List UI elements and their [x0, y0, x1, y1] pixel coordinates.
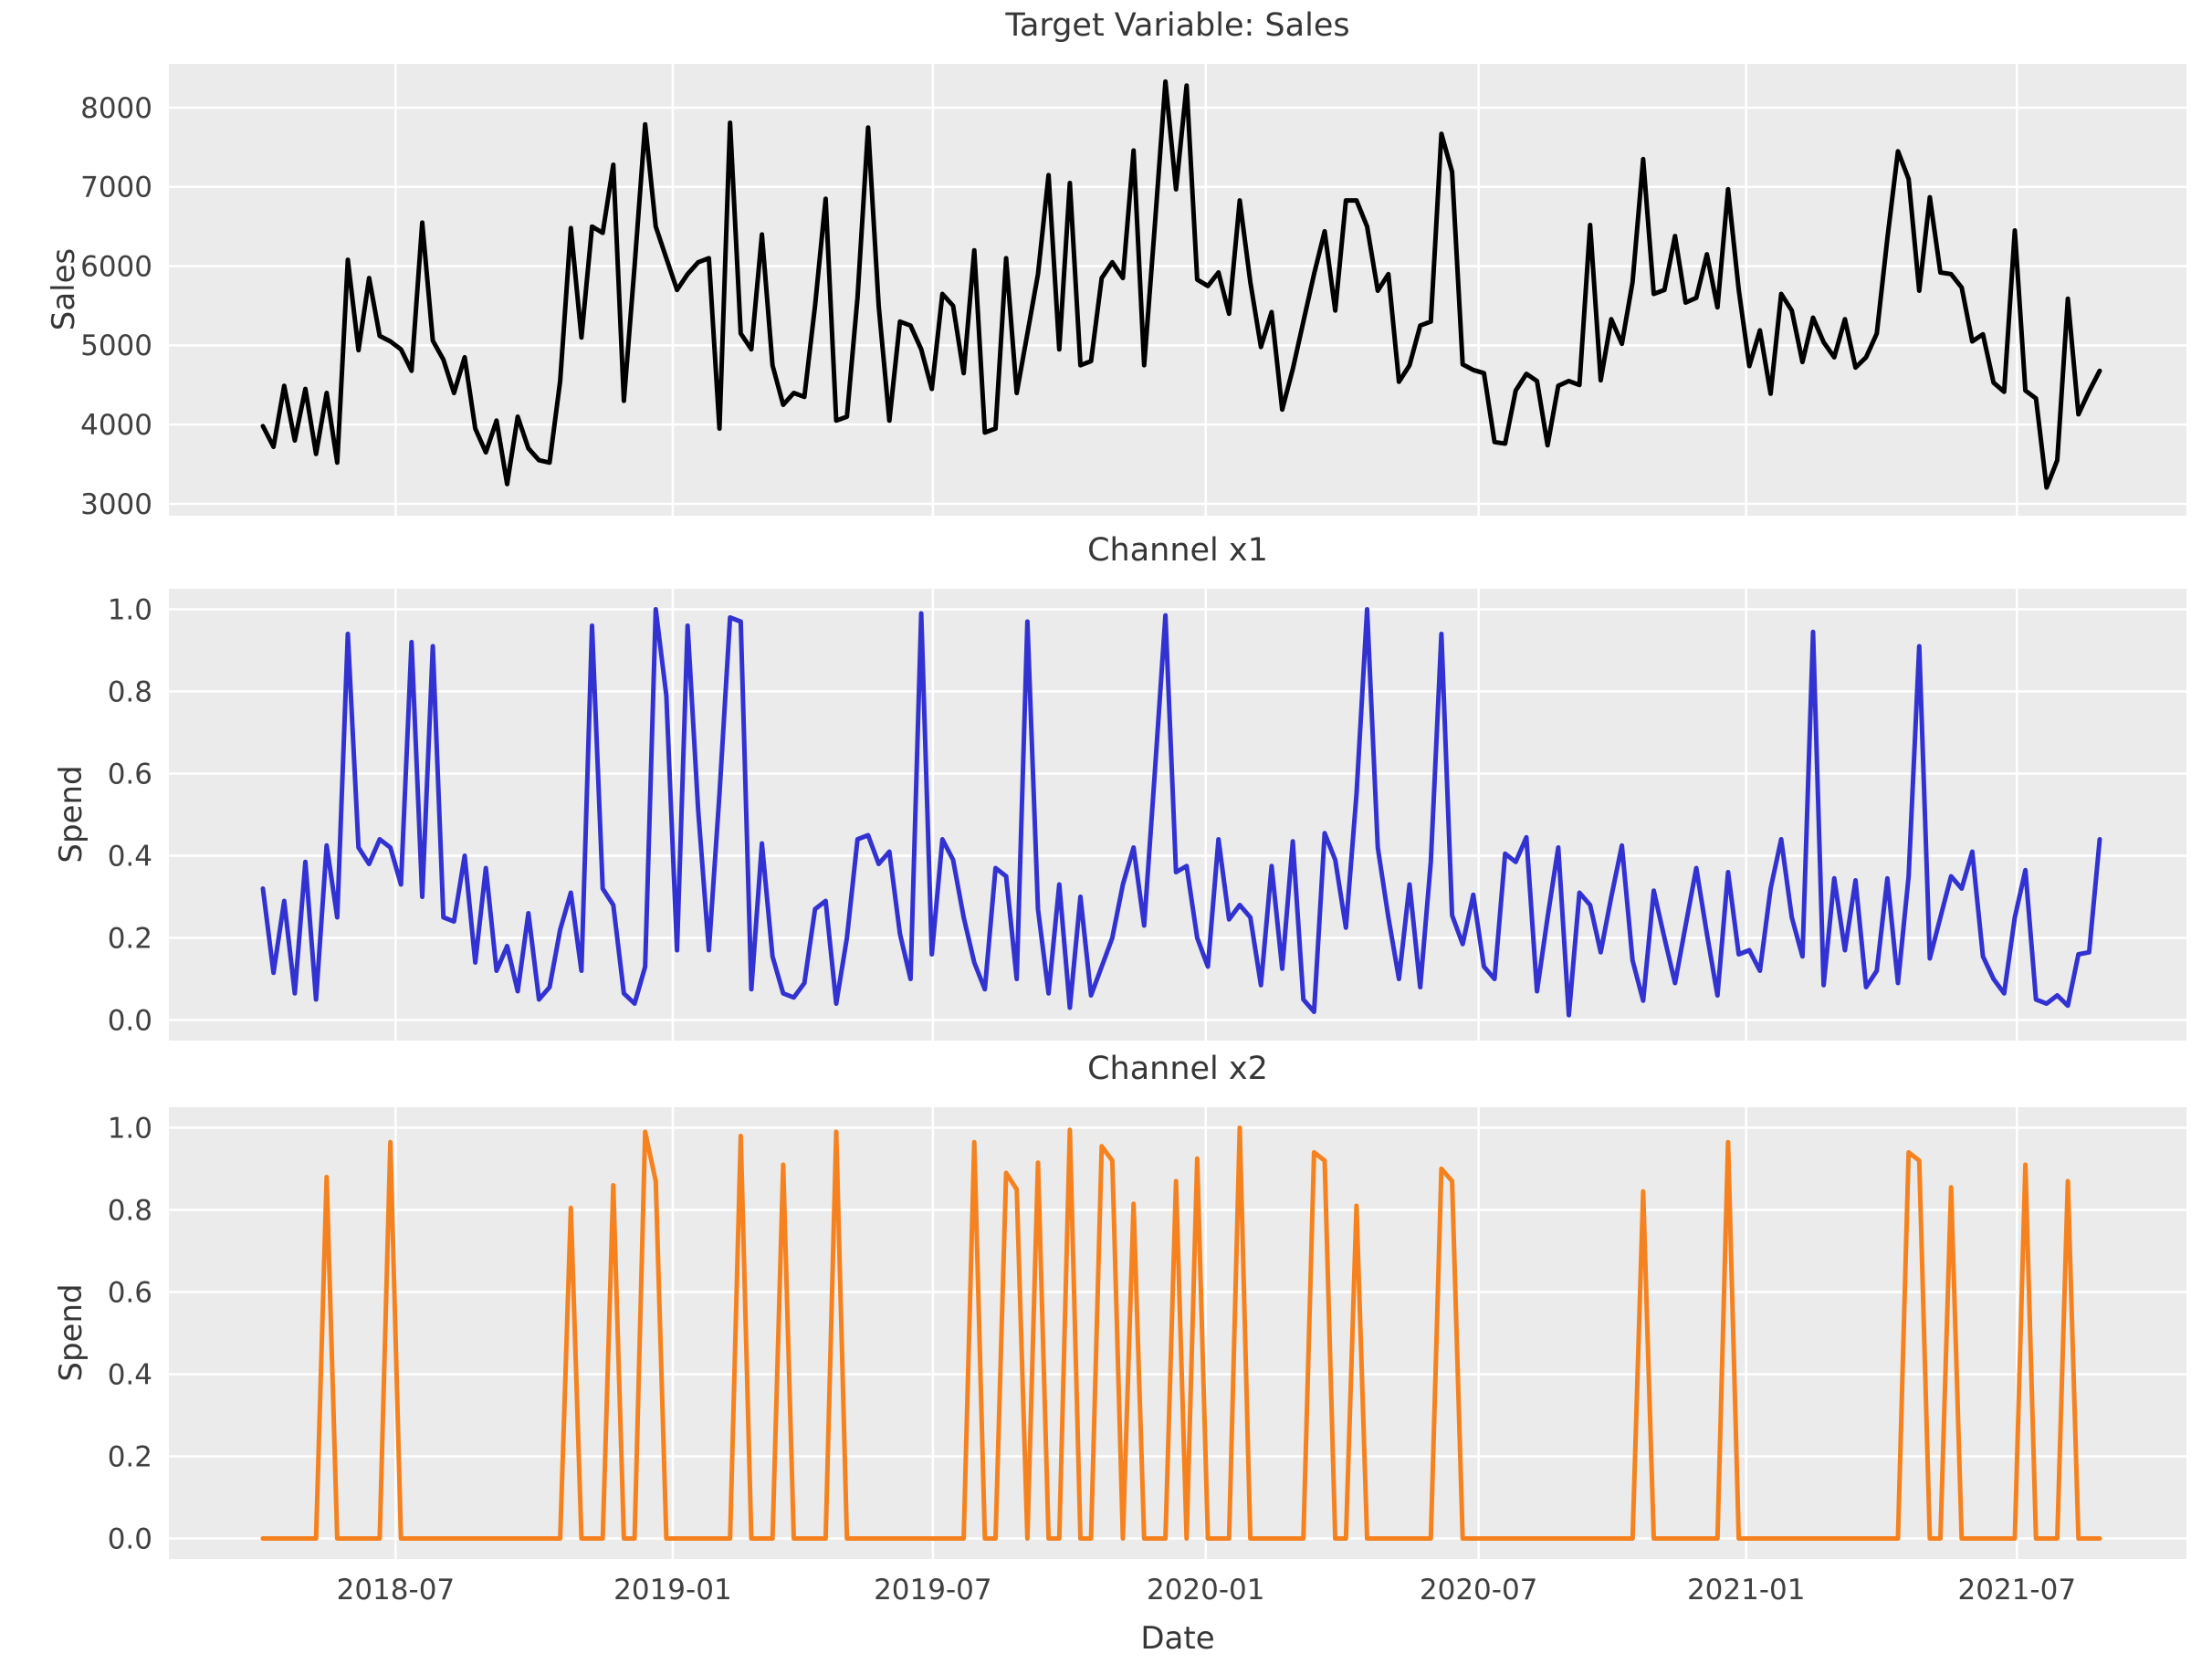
x2-series-line [260, 1125, 2102, 1541]
y-tick-label: 1.0 [108, 1112, 152, 1145]
y-tick-label: 0.8 [108, 675, 152, 708]
x1-series-line [260, 607, 2102, 1018]
y-tick-label: 0.4 [108, 840, 152, 873]
x-axis-label: Date [1140, 1620, 1215, 1657]
x-tick-label: 2020-07 [1420, 1574, 1538, 1606]
x2-y-axis-label: Spend [53, 1283, 89, 1382]
y-tick-label: 0.0 [108, 1523, 152, 1555]
y-tick-label: 0.4 [108, 1358, 152, 1391]
y-tick-label: 0.2 [108, 1440, 152, 1473]
x-tick-label: 2019-07 [874, 1574, 992, 1606]
x1-chart-title: Channel x1 [1087, 532, 1268, 569]
y-tick-label: 0.6 [108, 758, 152, 790]
plot-background [169, 64, 2186, 516]
x-tick-label: 2018-07 [337, 1574, 456, 1606]
y-tick-label: 5000 [80, 330, 152, 362]
y-tick-label: 4000 [80, 409, 152, 442]
sales-y-axis-label: Sales [46, 247, 82, 331]
y-tick-label: 3000 [80, 488, 152, 521]
y-tick-label: 8000 [80, 92, 152, 125]
sales-series-line [260, 78, 2102, 490]
x-tick-label: 2020-01 [1147, 1574, 1265, 1606]
plot-background [169, 589, 2186, 1041]
x-tick-label: 2019-01 [613, 1574, 732, 1606]
x2-chart-title: Channel x2 [1087, 1051, 1268, 1087]
plot-background [169, 1107, 2186, 1559]
x1-y-axis-label: Spend [53, 765, 89, 863]
y-tick-label: 0.8 [108, 1194, 152, 1227]
y-tick-label: 0.0 [108, 1004, 152, 1037]
y-tick-label: 1.0 [108, 593, 152, 626]
x-tick-label: 2021-07 [1958, 1574, 2077, 1606]
y-tick-label: 0.2 [108, 922, 152, 955]
y-tick-label: 0.6 [108, 1276, 152, 1309]
x-tick-label: 2021-01 [1687, 1574, 1806, 1606]
sales-chart-title: Target Variable: Sales [1005, 7, 1350, 44]
y-tick-label: 7000 [80, 172, 152, 204]
y-tick-label: 6000 [80, 250, 152, 283]
